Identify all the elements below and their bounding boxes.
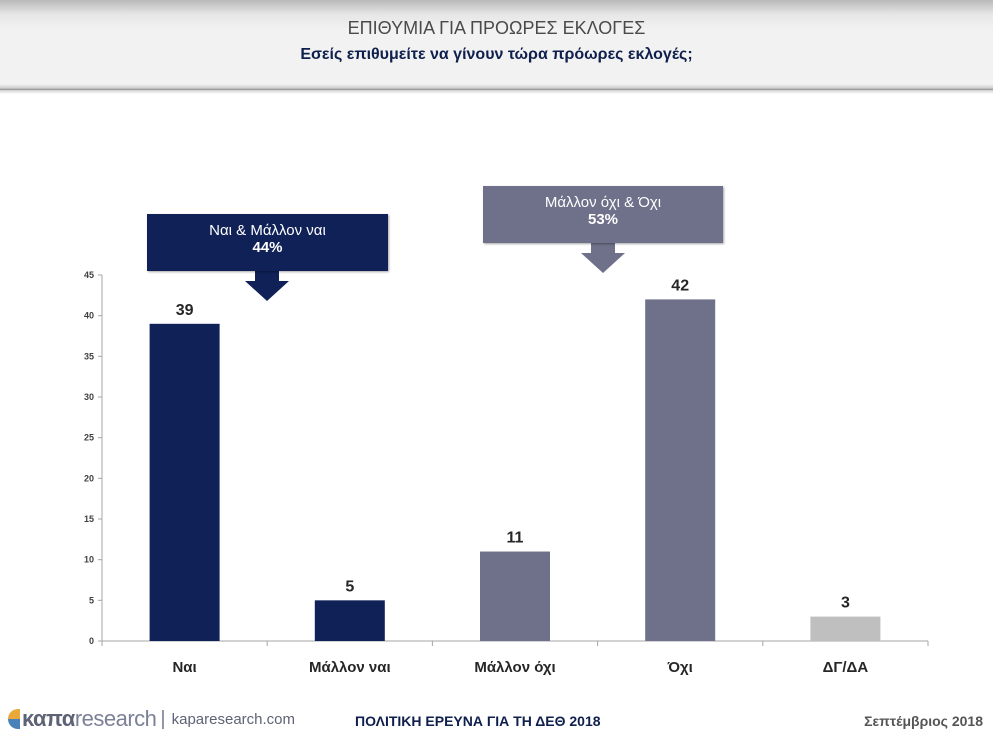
survey-name: ΠΟΛΙΤΙΚΗ ΕΡΕΥΝΑ ΓΙΑ ΤΗ ΔΕΘ 2018 xyxy=(355,713,601,729)
callout-label: Μάλλον όχι & Όχι xyxy=(544,194,662,211)
callout-value: 44% xyxy=(252,239,283,256)
data-label: 11 xyxy=(507,530,524,547)
page-subtitle: Εσείς επιθυμείτε να γίνουν τώρα πρόωρες … xyxy=(300,46,693,63)
bar-labels: 39 5 11 42 3 xyxy=(176,277,850,611)
data-label: 3 xyxy=(841,595,850,612)
y-tick-label: 25 xyxy=(84,433,94,443)
bar xyxy=(480,551,550,641)
data-label: 42 xyxy=(671,277,689,294)
y-tick-label: 15 xyxy=(84,514,94,524)
y-tick-label: 20 xyxy=(84,473,94,483)
data-label: 5 xyxy=(345,578,354,595)
callout-arrow-icon xyxy=(581,243,625,273)
page-title: ΕΠΙΘΥΜΙΑ ΓΙΑ ΠΡΟΩΡΕΣ ΕΚΛΟΓΕΣ xyxy=(347,18,646,38)
category-labels: Ναι Μάλλον ναι Μάλλον όχι Όχι ΔΓ/ΔΑ xyxy=(172,659,868,676)
callout-arrows xyxy=(245,243,625,301)
bar xyxy=(810,616,881,641)
logo-text-bold: καπα xyxy=(22,706,75,731)
website-url[interactable]: kaparesearch.com xyxy=(171,710,296,728)
y-tick-label: 35 xyxy=(84,351,94,361)
y-tick-label: 5 xyxy=(89,595,94,605)
bars xyxy=(149,299,881,641)
y-tick-label: 45 xyxy=(84,270,94,280)
y-tick-label: 30 xyxy=(84,392,94,402)
logo-separator: | xyxy=(160,707,166,730)
footer: καπα research | kaparesearch.com ΠΟΛΙΤΙΚ… xyxy=(0,700,993,736)
category-label: Ναι xyxy=(172,659,196,676)
y-axis: 0 5 10 15 20 25 30 35 40 45 xyxy=(84,270,103,646)
header-shadow xyxy=(0,90,993,94)
kapa-research-logo: καπα research | kaparesearch.com xyxy=(8,706,296,731)
category-label: Μάλλον ναι xyxy=(309,659,391,676)
y-tick-label: 40 xyxy=(84,311,94,321)
y-tick-label: 0 xyxy=(89,636,94,646)
bar xyxy=(314,600,385,641)
bar xyxy=(645,299,716,641)
survey-date: Σεπτέμβριος 2018 xyxy=(864,713,983,729)
category-label: Μάλλον όχι xyxy=(474,659,555,676)
callout-no-total: Μάλλον όχι & Όχι 53% xyxy=(483,186,723,243)
callout-label: Ναι & Μάλλον ναι xyxy=(209,222,326,239)
y-tick-label: 10 xyxy=(84,555,94,565)
header-banner: ΕΠΙΘΥΜΙΑ ΓΙΑ ΠΡΟΩΡΕΣ ΕΚΛΟΓΕΣ Εσείς επιθυ… xyxy=(0,0,993,90)
callout-arrow-icon xyxy=(245,271,289,301)
x-axis xyxy=(101,640,929,646)
logo-mark-icon xyxy=(8,709,20,729)
callout-value: 53% xyxy=(587,211,619,228)
data-label: 39 xyxy=(176,302,194,319)
category-label: ΔΓ/ΔΑ xyxy=(823,659,869,676)
callout-yes-total: Ναι & Μάλλον ναι 44% xyxy=(147,214,388,271)
bar xyxy=(149,323,220,641)
category-label: Όχι xyxy=(667,659,693,676)
logo-text-light: research xyxy=(74,706,157,731)
